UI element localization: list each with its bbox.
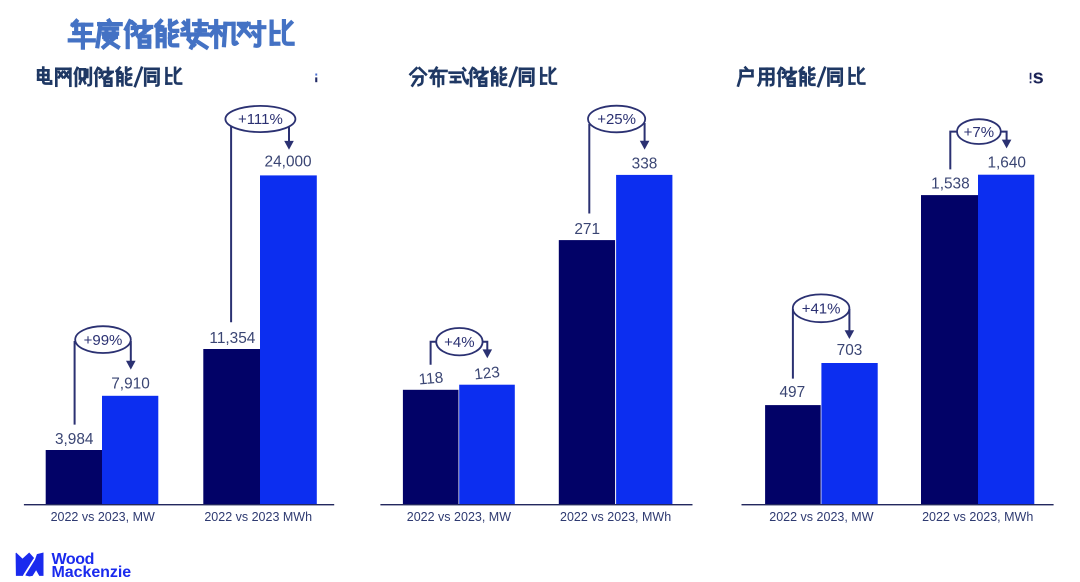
svg-text:1,538: 1,538 [931, 176, 970, 193]
svg-text:7,910: 7,910 [111, 376, 150, 393]
svg-text:2022 vs 2023, MWh: 2022 vs 2023, MWh [922, 510, 1033, 524]
svg-text:2022 vs 2023 MWh: 2022 vs 2023 MWh [204, 510, 312, 524]
svg-text:+99%: +99% [84, 332, 123, 349]
svg-text:2022 vs 2023, MW: 2022 vs 2023, MW [769, 510, 873, 524]
svg-text:1,640: 1,640 [987, 155, 1026, 172]
svg-text:497: 497 [779, 384, 805, 401]
svg-text:+4%: +4% [444, 334, 474, 351]
svg-text:11,354: 11,354 [209, 330, 255, 347]
svg-text:2022 vs 2023, MW: 2022 vs 2023, MW [51, 510, 155, 524]
svg-text:3,984: 3,984 [55, 431, 94, 448]
svg-text:+7%: +7% [964, 124, 994, 141]
svg-text:+111%: +111% [238, 111, 283, 128]
svg-text:s: s [1033, 66, 1044, 88]
svg-text:123: 123 [473, 364, 500, 384]
svg-text:24,000: 24,000 [265, 154, 312, 171]
svg-text:2022 vs 2023, MW: 2022 vs 2023, MW [407, 510, 511, 524]
svg-text:2022 vs 2023, MWh: 2022 vs 2023, MWh [560, 510, 671, 524]
svg-text:Wood: Wood [52, 551, 95, 568]
svg-text:703: 703 [837, 342, 863, 359]
svg-text:+41%: +41% [802, 301, 841, 318]
svg-text:Mackenzie: Mackenzie [52, 564, 132, 581]
svg-text:271: 271 [574, 221, 600, 238]
svg-text:+25%: +25% [597, 111, 636, 128]
svg-text:338: 338 [632, 156, 658, 173]
svg-text:118: 118 [418, 369, 444, 388]
